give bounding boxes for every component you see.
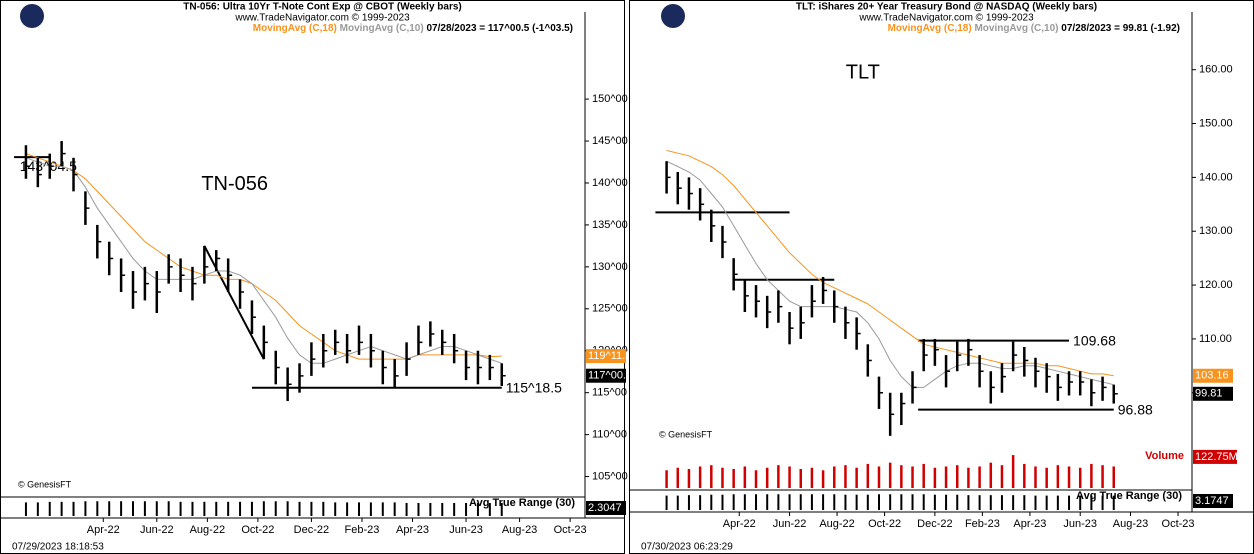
x-tick-label: Jun-23 — [449, 524, 483, 536]
volume-tag — [1193, 449, 1237, 464]
price-tag — [586, 368, 626, 383]
watermark: © GenesisFT — [659, 429, 713, 439]
y-tick-label: 130^00 — [592, 261, 628, 273]
x-tick-label: Jun-22 — [140, 524, 174, 536]
chart-subtitle: www.TradeNavigator.com © 1999-2023 — [234, 13, 410, 24]
moving-average — [25, 153, 502, 360]
atr-tag — [1193, 494, 1233, 508]
y-tick-label: 140.00 — [1199, 171, 1233, 183]
atr-tag — [586, 501, 626, 515]
x-tick-label: Feb-23 — [345, 524, 380, 536]
y-tick-label: 115^00 — [592, 387, 627, 399]
x-tick-label: Apr-22 — [87, 524, 120, 536]
price-tag-label: 117^00.5 — [588, 370, 632, 382]
y-tick-label: 135^00 — [592, 219, 628, 231]
y-tick-label: 145^00 — [592, 135, 628, 147]
logo — [661, 4, 685, 28]
x-tick-label: Oct-23 — [554, 524, 587, 536]
y-tick-label: 130.00 — [1199, 225, 1233, 237]
x-tick-label: Apr-23 — [1013, 518, 1046, 530]
x-tick-label: Dec-22 — [294, 524, 329, 536]
moving-average — [25, 157, 502, 364]
price-tag-label: 103.16 — [1195, 370, 1229, 382]
moving-average — [666, 160, 1114, 388]
legend-entry: MovingAvg (C,10) — [340, 23, 424, 34]
last-quote: 07/28/2023 = 117^00.5 (-1^03.5) — [426, 23, 573, 34]
y-tick-label: 105^00 — [592, 470, 628, 482]
y-tick-label: 110^00 — [592, 429, 627, 441]
y-tick-label: 160.00 — [1199, 64, 1233, 76]
legend: MovingAvg (C,18) MovingAvg (C,10) 07/28/… — [253, 23, 573, 34]
logo — [20, 4, 44, 28]
chart-panel: TN-056: Ultra 10Yr T-Note Cont Exp @ CBO… — [0, 0, 632, 554]
y-tick-label: 140^00 — [592, 177, 628, 189]
timestamp: 07/30/2023 06:23:29 — [641, 542, 733, 553]
level-label: 96.88 — [1118, 401, 1153, 417]
atr-label: Avg True Range (30) — [1076, 490, 1182, 502]
legend-entry: MovingAvg (C,10) — [974, 23, 1058, 34]
y-tick-label: 150^00 — [592, 93, 628, 105]
x-tick-label: Oct-22 — [241, 524, 274, 536]
x-tick-label: Apr-23 — [396, 524, 429, 536]
timestamp: 07/29/2023 18:18:53 — [12, 542, 104, 553]
price-tag — [1193, 386, 1233, 401]
legend-entry: MovingAvg (C,18) — [888, 23, 972, 34]
chart-subtitle: www.TradeNavigator.com © 1999-2023 — [858, 13, 1034, 24]
trend-line — [203, 245, 265, 360]
price-tag-label: 119^11.5 — [588, 350, 631, 362]
last-quote: 07/28/2023 = 99.81 (-1.92) — [1061, 23, 1180, 34]
x-tick-label: Aug-23 — [1113, 518, 1148, 530]
x-tick-label: Apr-22 — [723, 518, 756, 530]
y-tick-label: 110.00 — [1199, 333, 1232, 345]
level-label: 115^18.5 — [506, 380, 562, 396]
atr-label: Avg True Range (30) — [469, 497, 575, 509]
atr-tag-label: 3.1747 — [1195, 495, 1229, 507]
watermark: © GenesisFT — [18, 479, 72, 489]
legend-entry: MovingAvg (C,18) — [253, 23, 337, 34]
level-label: 109.68 — [1073, 332, 1116, 348]
price-tag — [1193, 368, 1233, 383]
y-tick-label: 125^00 — [592, 303, 628, 315]
symbol-label: TN-056 — [201, 173, 268, 195]
x-tick-label: Jun-23 — [1063, 518, 1097, 530]
price-tag — [586, 349, 626, 364]
x-tick-label: Jun-22 — [773, 518, 807, 530]
x-tick-label: Dec-22 — [917, 518, 952, 530]
chart-title: TLT: iShares 20+ Year Treasury Bond @ NA… — [796, 2, 1097, 13]
volume-tag-label: 122.75M — [1195, 451, 1238, 463]
x-tick-label: Aug-22 — [819, 518, 854, 530]
symbol-label: TLT — [846, 62, 880, 84]
x-tick-label: Oct-22 — [868, 518, 901, 530]
volume-label: Volume — [1145, 450, 1184, 462]
x-tick-label: Feb-23 — [965, 518, 1000, 530]
x-tick-label: Aug-22 — [190, 524, 225, 536]
y-tick-label: 120.00 — [1199, 279, 1233, 291]
x-tick-label: Oct-23 — [1162, 518, 1195, 530]
legend: MovingAvg (C,18) MovingAvg (C,10) 07/28/… — [888, 23, 1180, 34]
atr-tag-label: 2.3047 — [588, 502, 622, 514]
chart-panel: TLT: iShares 20+ Year Treasury Bond @ NA… — [629, 0, 1254, 554]
x-tick-label: Aug-23 — [502, 524, 537, 536]
chart-title: TN-056: Ultra 10Yr T-Note Cont Exp @ CBO… — [183, 2, 462, 13]
price-tag-label: 99.81 — [1195, 388, 1223, 400]
y-tick-label: 150.00 — [1199, 117, 1233, 129]
moving-average — [666, 150, 1114, 377]
panel-border — [0, 0, 625, 554]
